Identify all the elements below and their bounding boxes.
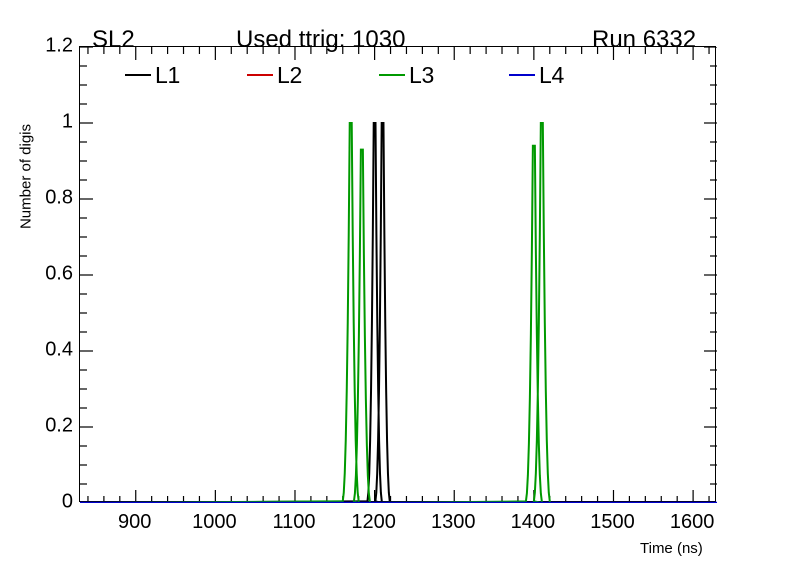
- series-line-l1: [80, 122, 717, 503]
- y-tick-label: 0.4: [45, 338, 73, 361]
- y-tick-label: 1.2: [45, 34, 73, 57]
- x-tick-label: 1500: [590, 511, 635, 533]
- legend-label-l2: L2: [277, 61, 302, 88]
- legend-label-l1: L1: [155, 61, 180, 88]
- legend-label-l3: L3: [409, 61, 434, 88]
- y-tick-label: 0.2: [45, 414, 73, 437]
- legend-item-l2[interactable]: L2: [247, 60, 302, 90]
- panel-label-sl: SL2: [92, 26, 135, 53]
- legend-item-l3[interactable]: L3: [379, 60, 434, 90]
- plot-area: [80, 47, 717, 503]
- legend: L1 L2 L3 L4: [79, 60, 716, 92]
- x-tick-label: 1300: [430, 511, 476, 533]
- y-tick-label: 1: [61, 110, 73, 133]
- legend-item-l4[interactable]: L4: [509, 60, 564, 90]
- panel-label-run: Run 6332: [592, 26, 697, 53]
- legend-swatch-l1-icon: [125, 74, 151, 76]
- x-tick-label: 1400: [510, 511, 556, 533]
- x-axis-title: Time (ns): [640, 540, 703, 557]
- x-tick-label: 1200: [351, 511, 396, 533]
- x-tick-label: 1000: [192, 511, 237, 533]
- legend-swatch-l3-icon: [379, 74, 405, 76]
- legend-item-l1[interactable]: L1: [125, 60, 180, 90]
- legend-swatch-l4-icon: [509, 74, 535, 76]
- panel-title-ttrig: Used ttrig: 1030: [236, 26, 406, 53]
- y-tick-label: 0.8: [45, 186, 73, 209]
- y-tick-label: 0.6: [45, 262, 73, 285]
- x-tick-label: 1600: [669, 511, 715, 533]
- x-tick-label: 1100: [272, 511, 316, 533]
- series-line-l3: [80, 122, 717, 503]
- legend-label-l4: L4: [539, 61, 564, 88]
- y-tick-label: 0: [61, 490, 73, 513]
- x-tick-label: 900: [118, 511, 152, 533]
- plot-frame: [79, 46, 717, 503]
- legend-swatch-l2-icon: [247, 74, 273, 76]
